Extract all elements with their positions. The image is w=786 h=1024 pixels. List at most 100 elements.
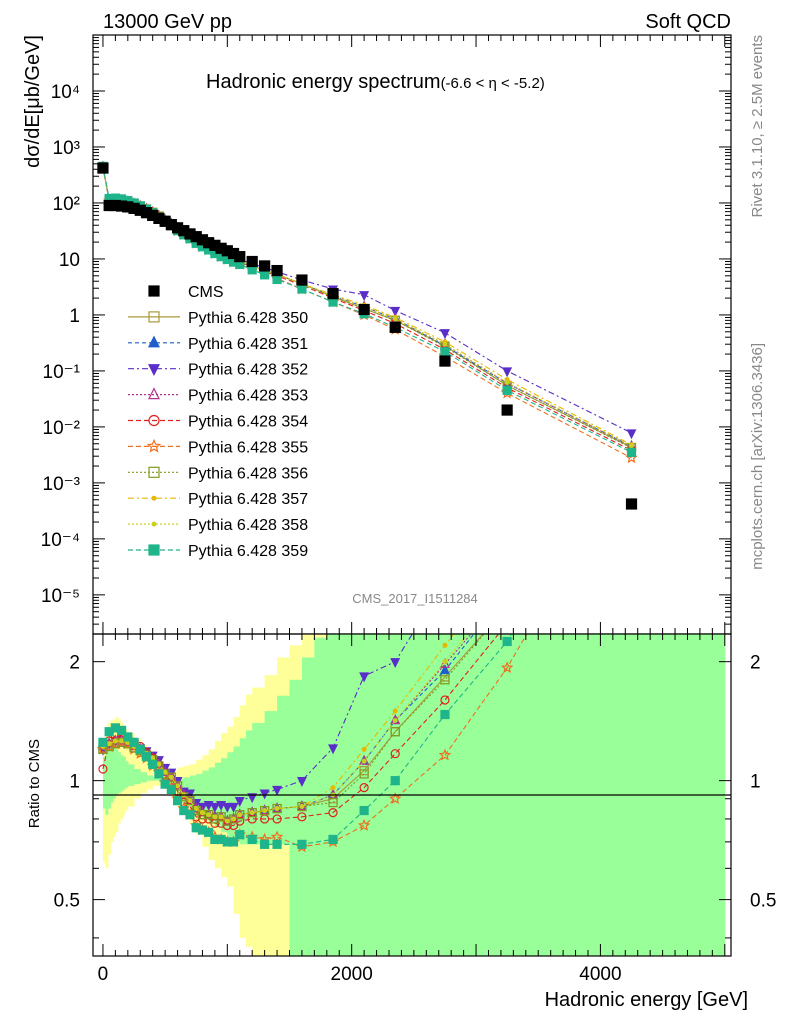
legend-item-pythia-6-428-353: Pythia 6.428 353 bbox=[128, 387, 308, 405]
ratio-point bbox=[357, 818, 371, 831]
ratio-point bbox=[187, 798, 193, 804]
ratio-point bbox=[442, 642, 448, 648]
ratio-series-pythia-6-428-359 bbox=[98, 634, 512, 849]
ratio-point bbox=[328, 797, 338, 808]
ratio-y-tick-label: 0.5 bbox=[54, 891, 80, 912]
legend-item-pythia-6-428-350: Pythia 6.428 350 bbox=[128, 310, 308, 327]
ratio-point bbox=[185, 810, 195, 820]
data-point bbox=[390, 306, 401, 317]
data-point bbox=[629, 443, 635, 449]
legend-marker bbox=[151, 521, 157, 527]
main-plot-panel: 10⁻⁵ 10⁻⁴ 10⁻³ 10⁻² 10⁻¹ 1 10 10² 10³ 10⁴ Hadroni… bbox=[22, 34, 732, 635]
ratio-point bbox=[98, 764, 108, 774]
chart-title: Hadronic energy spectrum(-6.6 < η < -5.2… bbox=[206, 71, 545, 93]
x-tick-label: 4000 bbox=[579, 964, 621, 985]
series-pythia-6-428-352 bbox=[97, 162, 637, 440]
ratio-point bbox=[361, 758, 367, 764]
ratio-point bbox=[274, 806, 280, 812]
data-point bbox=[272, 274, 282, 285]
x-tick-label: 2000 bbox=[331, 964, 373, 985]
legend-item-pythia-6-428-358: Pythia 6.428 358 bbox=[128, 517, 308, 534]
ratio-line-pythia-6-428-358 bbox=[102, 634, 469, 822]
ratio-point bbox=[222, 816, 232, 826]
ratio-plot-panel: 0.5 0.5 1 1 2 2 0 2000 4000 Ratio to CMS Hadroni… bbox=[26, 633, 776, 1011]
legend: CMS Pythia 6.428 350 Pythia 6.428 351 Pythi… bbox=[128, 284, 308, 560]
ratio-point bbox=[160, 779, 170, 789]
ratio-point bbox=[440, 709, 450, 720]
ratio-point bbox=[272, 785, 283, 796]
ratio-point bbox=[237, 812, 243, 818]
legend-marker bbox=[146, 438, 162, 453]
legend-item-pythia-6-428-359: Pythia 6.428 359 bbox=[128, 543, 308, 560]
ratio-point bbox=[297, 812, 307, 822]
total-uncertainty-band bbox=[115, 749, 119, 795]
total-uncertainty-band bbox=[127, 764, 135, 786]
stat-uncertainty-band bbox=[140, 745, 147, 794]
ratio-point bbox=[185, 796, 195, 806]
legend-label: CMS bbox=[188, 284, 224, 301]
y-tick-label: 10 bbox=[59, 250, 80, 271]
ratio-point bbox=[148, 759, 158, 769]
ratio-point bbox=[359, 672, 370, 683]
data-point bbox=[358, 303, 370, 316]
ratio-point bbox=[117, 725, 127, 736]
ratio-point bbox=[502, 636, 512, 647]
x-tick-label: 0 bbox=[98, 964, 109, 985]
y-tick-label: 10⁻⁵ bbox=[41, 586, 80, 607]
legend-item-pythia-6-428-351: Pythia 6.428 351 bbox=[128, 335, 308, 353]
total-uncertainty-band bbox=[110, 746, 114, 803]
ratio-point bbox=[442, 659, 448, 665]
data-point bbox=[625, 498, 638, 510]
total-uncertainty-band bbox=[252, 722, 266, 845]
ratio-point bbox=[129, 737, 139, 747]
ratio-point bbox=[392, 717, 398, 723]
ratio-point bbox=[218, 814, 224, 820]
ratio-point bbox=[235, 810, 245, 820]
ratio-point bbox=[231, 816, 237, 822]
ratio-point bbox=[440, 695, 450, 705]
total-uncertainty-band bbox=[102, 756, 106, 809]
legend-item-pythia-6-428-354: Pythia 6.428 354 bbox=[128, 414, 308, 431]
data-point bbox=[502, 385, 512, 395]
ratio-point bbox=[141, 752, 152, 762]
data-point bbox=[259, 260, 271, 272]
data-point bbox=[97, 162, 109, 174]
legend-marker bbox=[148, 544, 160, 556]
data-point bbox=[442, 341, 448, 347]
total-uncertainty-band bbox=[314, 637, 328, 956]
data-point bbox=[271, 264, 283, 277]
data-point bbox=[246, 255, 258, 268]
ratio-point bbox=[162, 769, 168, 775]
ratio-point bbox=[361, 746, 367, 752]
data-point bbox=[502, 367, 513, 378]
header-right: Soft QCD bbox=[645, 11, 731, 33]
stat-uncertainty-band bbox=[134, 738, 141, 799]
legend-label: Pythia 6.428 352 bbox=[188, 362, 308, 379]
ratio-point bbox=[234, 797, 245, 807]
y-tick-label: 10⁻⁴ bbox=[41, 530, 80, 551]
ratio-point bbox=[112, 738, 118, 744]
series-line-pythia-6-428-352 bbox=[102, 166, 632, 434]
data-point bbox=[260, 270, 270, 280]
y-tick-label: 10⁴ bbox=[51, 82, 80, 103]
ratio-point bbox=[98, 737, 108, 747]
ratio-point bbox=[172, 796, 183, 806]
ratio-point bbox=[235, 830, 245, 840]
legend-marker bbox=[148, 387, 160, 400]
ratio-point bbox=[390, 727, 400, 737]
ratio-point bbox=[359, 783, 369, 793]
ratio-point bbox=[199, 810, 205, 816]
ratio-point bbox=[262, 808, 268, 814]
ratio-point bbox=[438, 748, 452, 761]
legend-label: Pythia 6.428 350 bbox=[188, 310, 308, 327]
ratio-point bbox=[500, 661, 514, 674]
ratio-point bbox=[123, 732, 133, 742]
ratio-point bbox=[166, 772, 176, 782]
legend-marker bbox=[148, 285, 160, 297]
ratio-point bbox=[222, 802, 233, 813]
ratio-point bbox=[439, 657, 450, 668]
legend-marker bbox=[148, 311, 160, 323]
total-uncertainty-band bbox=[289, 679, 303, 956]
series-cms bbox=[97, 162, 638, 510]
y-axis-label: dσ/dE[μb/GeV] bbox=[22, 35, 44, 168]
